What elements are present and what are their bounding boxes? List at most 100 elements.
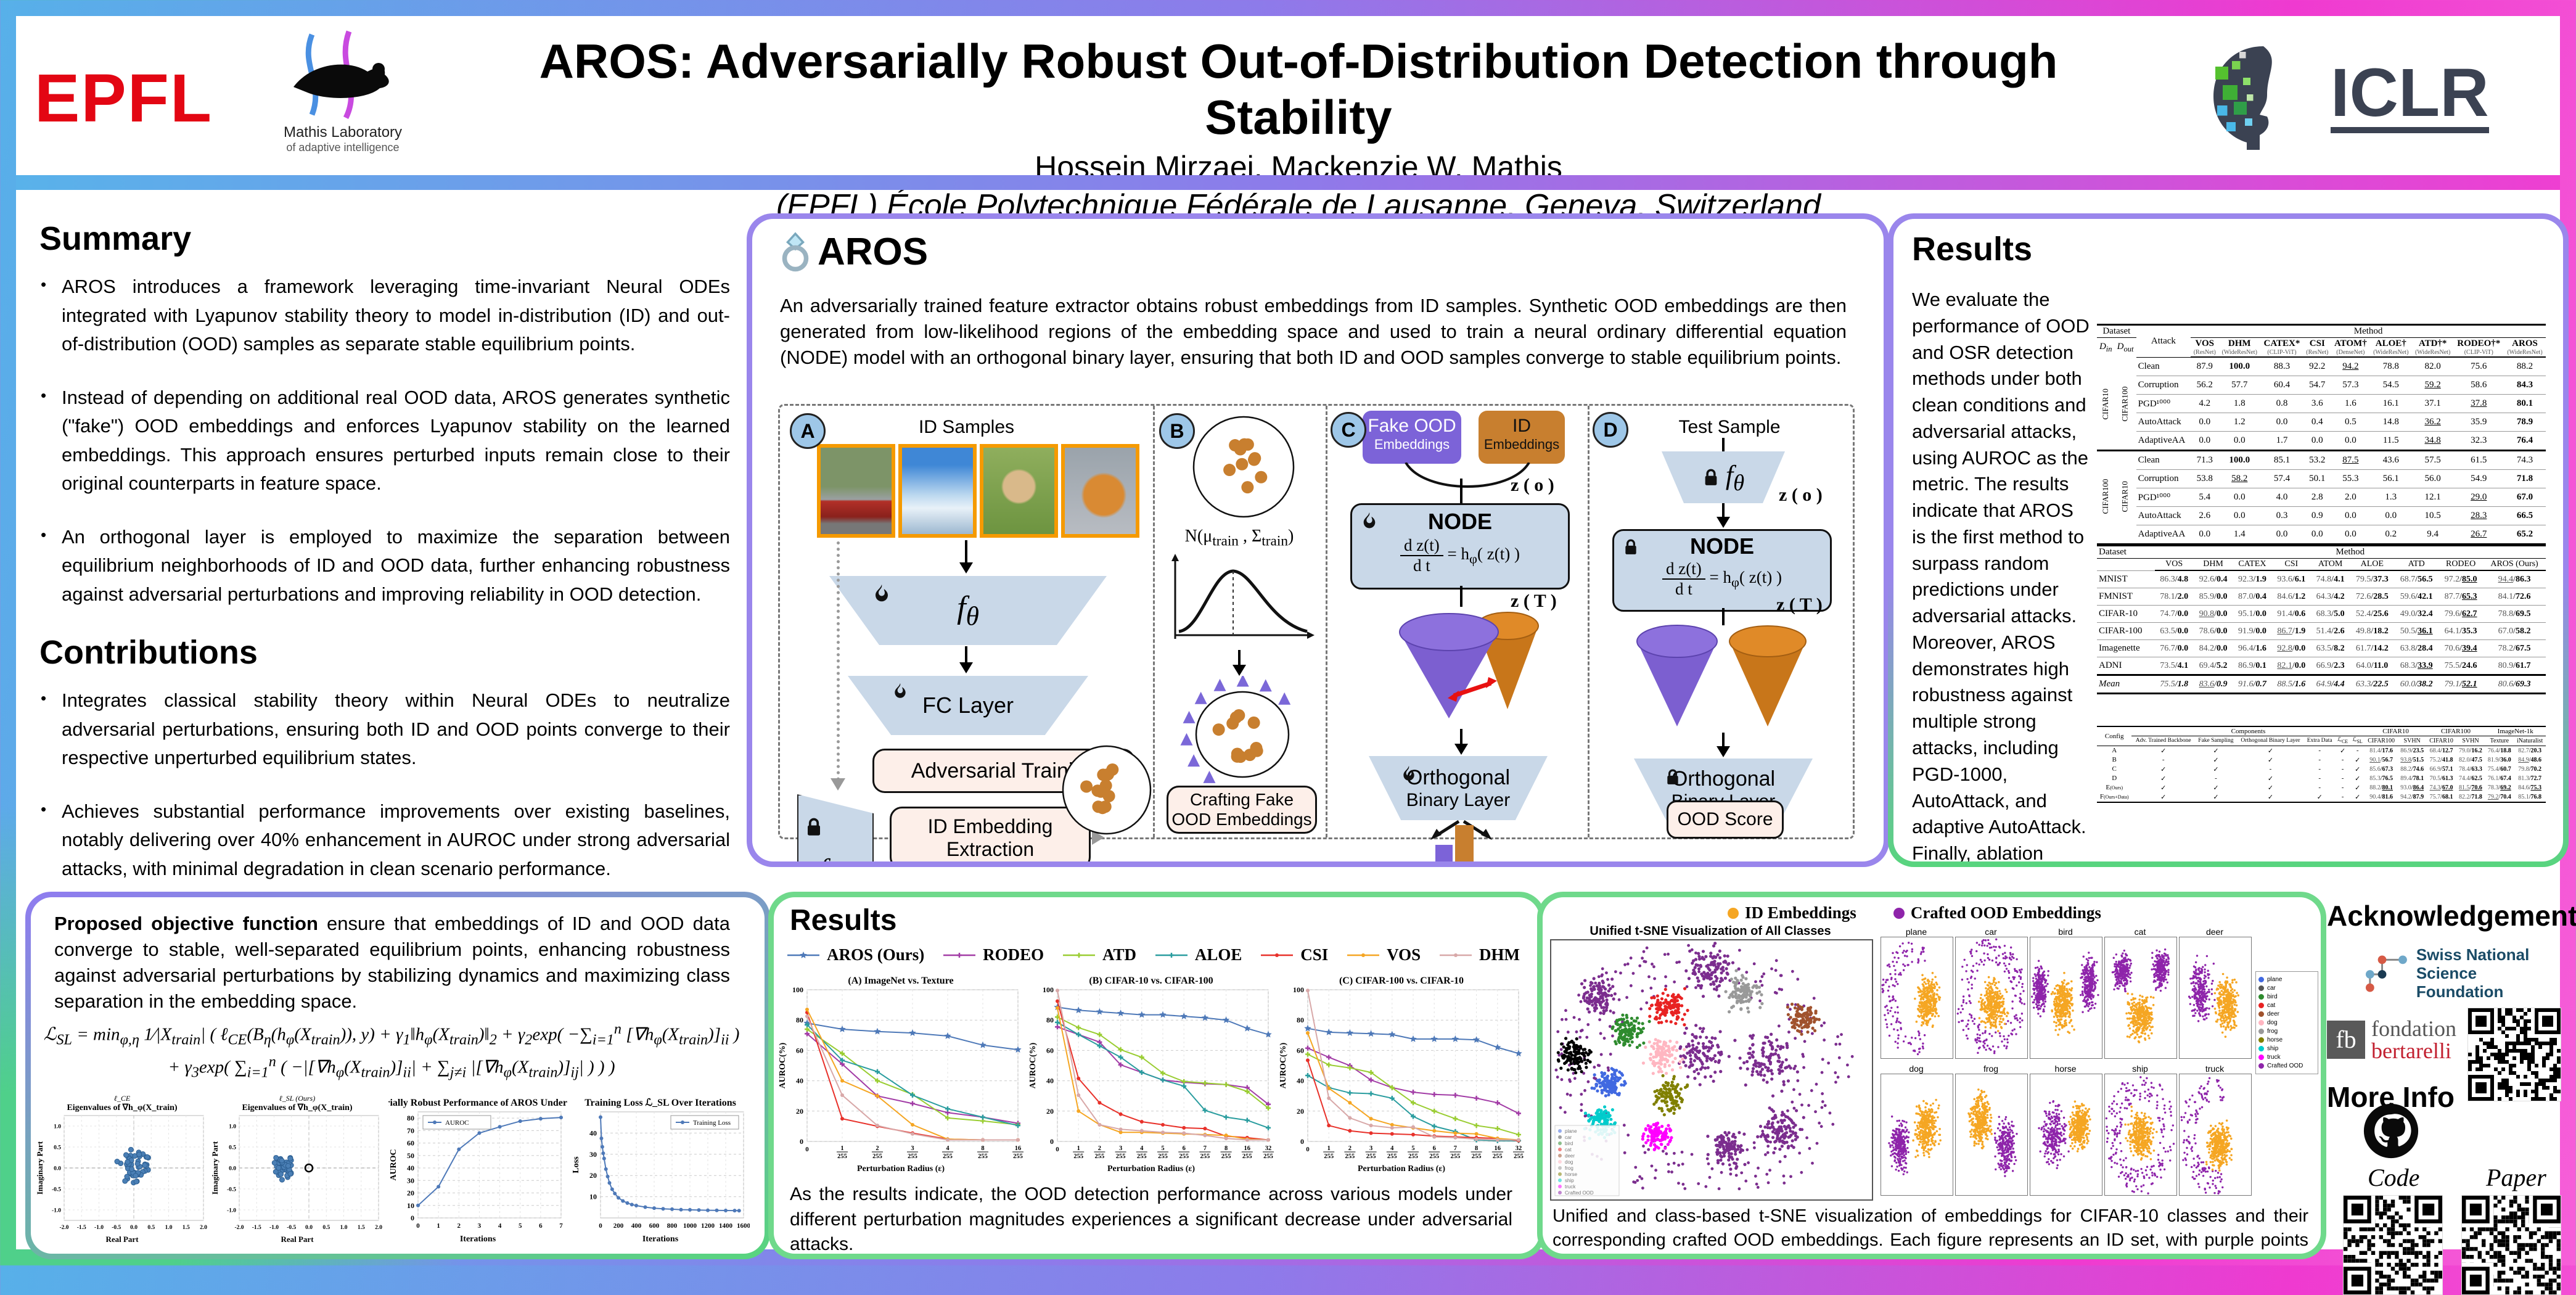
ring-icon	[777, 232, 814, 273]
iclr-wordmark: ICLR	[2331, 59, 2489, 133]
panel-b-label: B	[1159, 413, 1195, 449]
svg-text:Adversarially Robust Performan: Adversarially Robust Performance of AROS…	[388, 1098, 567, 1108]
svg-text:deer: deer	[1565, 1153, 1575, 1159]
objective-formula: ℒSL = minφ,η 1⁄|Xtrain| ( ℓCE(Bη(hφ(Xtra…	[43, 1021, 740, 1082]
svg-text:6: 6	[539, 1222, 543, 1230]
svg-text:255: 255	[1013, 1153, 1023, 1160]
node-equation: d z(t)d t = hφ( z(t) )	[1352, 536, 1568, 575]
svg-text:0: 0	[805, 1146, 809, 1153]
svg-text:255: 255	[1221, 1153, 1231, 1160]
fire-icon	[872, 583, 891, 606]
contribution-bullet-2: Achieves substantial performance improve…	[62, 797, 730, 884]
tsne-legend-truck: truck	[2258, 1054, 2315, 1061]
objective-lead: Proposed objective function	[54, 913, 318, 934]
eq-numerator: d z(t)	[1662, 559, 1705, 580]
fire-icon	[1401, 765, 1417, 784]
ood-score-bar	[1435, 845, 1453, 861]
snsf-line2: Science Foundation	[2416, 964, 2566, 1001]
snsf-line1: Swiss National	[2416, 946, 2566, 964]
tsne-legend: ID Embeddings Crafted OOD Embeddings	[1728, 903, 2101, 923]
f-theta-label: fθ	[1726, 459, 1744, 496]
svg-text:40: 40	[407, 1164, 414, 1172]
fc-layer-label: FC Layer	[922, 693, 1014, 718]
svg-text:20: 20	[407, 1189, 414, 1198]
tsne-class-horse: horse	[2030, 1064, 2101, 1197]
diagram-panel-c: C Fake OOD Embeddings ID Embeddings z ( …	[1326, 406, 1588, 837]
svg-text:Loss: Loss	[572, 1156, 581, 1174]
tsne-panel: ID Embeddings Crafted OOD Embeddings Uni…	[1537, 892, 2326, 1259]
svg-text:5: 5	[1161, 1145, 1164, 1152]
equilibrium-cones-test	[1625, 615, 1816, 733]
svg-text:-0.5: -0.5	[112, 1225, 121, 1231]
fire-icon	[892, 682, 908, 702]
tsne-class-title: horse	[2030, 1064, 2101, 1074]
svg-text:0: 0	[1050, 1137, 1054, 1146]
svg-text:255: 255	[1408, 1153, 1418, 1160]
panel-d-label: D	[1593, 412, 1628, 448]
fake-ood-embeddings-box: Fake OOD Embeddings	[1363, 411, 1461, 464]
svg-text:5: 5	[1411, 1145, 1414, 1152]
equilibrium-cones-train	[1375, 604, 1548, 728]
svg-text:0: 0	[411, 1214, 414, 1222]
summary-bullet-3: An orthogonal layer is employed to maxim…	[62, 523, 730, 609]
tsne-class-title: cat	[2104, 927, 2176, 937]
svg-text:40: 40	[1046, 1077, 1054, 1085]
svg-text:60: 60	[1297, 1046, 1304, 1054]
svg-text:10: 10	[589, 1193, 597, 1201]
auroc-pgd-plot: 0102030405060708001234567Adversarially R…	[388, 1093, 567, 1245]
fondation-line: fondation	[2371, 1018, 2456, 1040]
tsne-class-car: car	[1955, 927, 2027, 1060]
id-sample-images	[817, 444, 1139, 538]
svg-text:800: 800	[667, 1222, 678, 1230]
svg-text:50: 50	[407, 1151, 414, 1160]
svg-text:-0.5: -0.5	[227, 1187, 236, 1193]
svg-text:1.5: 1.5	[183, 1225, 190, 1231]
eq-rhs: = hφ( z(t) )	[1710, 568, 1782, 586]
svg-text:8: 8	[981, 1145, 984, 1152]
aros-diagram: A ID Samples fθ	[778, 404, 1855, 839]
svg-text:2: 2	[1348, 1145, 1352, 1152]
svg-text:AUROC(%): AUROC(%)	[1028, 1042, 1038, 1088]
unified-tsne-plot: planecarbirdcatdeerdogfroghorseshiptruck…	[1550, 939, 1873, 1201]
svg-text:255: 255	[1451, 1153, 1461, 1160]
eq-numerator: d z(t)	[1400, 536, 1443, 556]
results-paragraph: We evaluate the performance of OOD and O…	[1912, 287, 2092, 861]
aros-panel: AROS An adversarially trained feature ex…	[747, 213, 1889, 867]
svg-text:4: 4	[498, 1222, 502, 1230]
panel-a-label: A	[790, 413, 826, 449]
svg-text:1400: 1400	[719, 1222, 733, 1230]
tsne-caption: Unified and class-based t-SNE visualizat…	[1553, 1204, 2308, 1254]
svg-text:5: 5	[519, 1222, 522, 1230]
svg-text:255: 255	[1116, 1153, 1126, 1160]
id-score-bar	[1455, 825, 1474, 861]
arrow-gaussian-to-fake	[1238, 650, 1241, 666]
arrow-f-to-fc	[965, 646, 967, 664]
svg-text:1.0: 1.0	[54, 1124, 61, 1130]
arrowhead	[959, 562, 973, 574]
arrowhead	[1717, 517, 1730, 528]
panel-a-title: ID Samples	[780, 417, 1153, 438]
svg-text:Training Loss ℒ_SL Over Iterat: Training Loss ℒ_SL Over Iterations	[585, 1098, 736, 1108]
node-equation-test: d z(t)d t = hφ( z(t) )	[1614, 559, 1830, 599]
svg-text:Crafted OOD: Crafted OOD	[1565, 1190, 1594, 1196]
svg-text:0.0: 0.0	[305, 1225, 313, 1231]
svg-text:255: 255	[978, 1153, 988, 1160]
svg-text:-1.0: -1.0	[227, 1208, 236, 1214]
svg-text:frog: frog	[1565, 1166, 1573, 1171]
svg-text:32: 32	[1516, 1145, 1522, 1152]
tsne-legend-dog: dog	[2258, 1019, 2315, 1026]
svg-text:Eigenvalues of ∇h_φ(X_train): Eigenvalues of ∇h_φ(X_train)	[67, 1103, 177, 1112]
svg-text:4: 4	[1140, 1145, 1144, 1152]
legend-item-atd: ATD	[1062, 945, 1136, 964]
svg-text:30: 30	[589, 1150, 597, 1159]
zT-label-test: z ( T )	[1776, 594, 1823, 615]
tsne-class-dog: dog	[1881, 1064, 1952, 1197]
lab-subtitle: of adaptive intelligence	[263, 141, 423, 154]
svg-text:1: 1	[437, 1222, 440, 1230]
svg-text:Iterations: Iterations	[642, 1235, 679, 1244]
gaussian-distribution-label: N(μtrain , Σtrain)	[1153, 527, 1326, 550]
